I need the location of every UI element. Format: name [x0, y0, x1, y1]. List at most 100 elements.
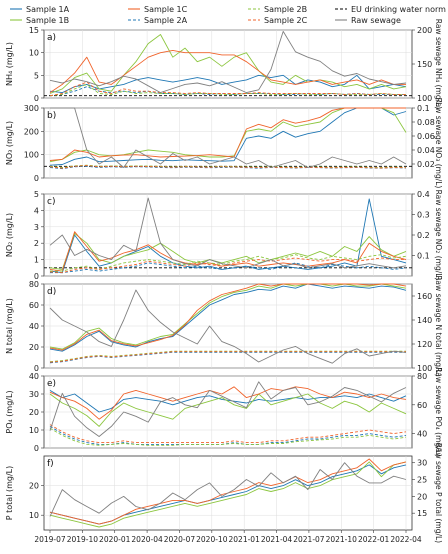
y-right-axis-label: Raw sewage NO₂ (mg/L)	[434, 190, 443, 281]
y-right-tick-label: 20	[417, 492, 427, 501]
y-tick-label: 40	[29, 372, 39, 381]
y-tick-label: 20	[29, 408, 39, 417]
series-line-raw-sewage	[49, 381, 407, 437]
series-line-sample-2a	[50, 262, 407, 274]
series-line-raw-sewage	[49, 462, 407, 517]
y-tick-label: 15	[29, 26, 39, 35]
y-right-tick-label: 0.4	[417, 190, 430, 199]
series-line-sample-1b	[49, 232, 407, 270]
y-tick-label: 1	[34, 256, 39, 265]
legend-label: Sample 2C	[264, 16, 308, 25]
panel-label: d)	[47, 287, 56, 297]
series-line-sample-2a	[49, 351, 406, 364]
y-axis-label: PO₄ (mg/L)	[5, 390, 14, 433]
y-right-tick-label: 160	[417, 292, 432, 301]
y-tick-label: 0	[34, 364, 39, 373]
y-right-axis-label: Raw sewage P total (mg/L)	[434, 443, 443, 543]
series-line-sample-1c	[49, 386, 407, 420]
y-right-tick-label: 15	[417, 509, 427, 518]
y-right-axis-label: Raw sewage N total (mg/L)	[434, 275, 443, 376]
x-tick-label: 2020-01	[99, 535, 131, 544]
y-right-tick-label: 100	[417, 94, 432, 103]
series-line-sample-2c	[49, 81, 406, 97]
y-right-tick-label: 60	[417, 401, 427, 410]
series-line-raw-sewage	[49, 30, 407, 94]
y-right-tick-label: 80	[417, 372, 427, 381]
series-line-sample-1a	[49, 74, 407, 94]
y-tick-label: 3	[34, 223, 39, 232]
x-tick-label: 2022-04	[390, 535, 422, 544]
x-tick-label: 2021-10	[326, 535, 358, 544]
series-line-sample-1b	[49, 107, 407, 163]
y-axis-label: NO₃ (mg/L)	[5, 121, 14, 165]
series-line-sample-1c	[49, 49, 406, 93]
y-tick-label: 0	[34, 174, 39, 183]
legend-label: Sample 1C	[144, 5, 188, 14]
y-tick-label: 100	[24, 151, 39, 160]
y-right-tick-label: 0.08	[417, 118, 435, 127]
series-line-raw-sewage	[50, 107, 407, 168]
y-tick-label: 0	[34, 94, 39, 103]
y-axis-label: NH₄ (mg/L)	[5, 42, 14, 86]
series-line-sample-1c	[49, 107, 406, 161]
y-axis-label: P total (mg/L)	[5, 466, 14, 520]
y-tick-label: 10	[29, 49, 39, 58]
series-line-sample-1a	[49, 198, 407, 274]
y-right-tick-label: 120	[417, 340, 432, 349]
series-line-sample-1a	[49, 283, 407, 352]
y-tick-label: 0	[34, 272, 39, 281]
series-line-sample-1b	[49, 393, 407, 427]
x-tick-label: 2019-10	[67, 535, 99, 544]
x-tick-label: 2021-01	[229, 535, 261, 544]
panel-label: e)	[47, 379, 56, 389]
y-tick-label: 20	[29, 482, 39, 491]
x-tick-label: 2019-07	[34, 535, 66, 544]
y-tick-label: 30	[29, 390, 39, 399]
panel-frame	[43, 29, 413, 99]
series-line-raw-sewage	[49, 197, 407, 269]
y-tick-label: 80	[29, 280, 39, 289]
panel-label: a)	[47, 33, 56, 43]
y-right-tick-label: 0.06	[417, 132, 435, 141]
y-tick-label: 5	[34, 71, 39, 80]
series-line-sample-1c	[49, 458, 407, 525]
y-tick-label: 10	[29, 426, 39, 435]
x-tick-label: 2021-04	[261, 535, 293, 544]
y-tick-label: 60	[29, 301, 39, 310]
series-line-sample-1b	[49, 283, 407, 350]
y-right-tick-label: 150	[417, 60, 432, 69]
y-right-tick-label: 30	[417, 459, 427, 468]
series-line-sample-2b	[49, 164, 407, 168]
series-line-sample-1b	[49, 34, 407, 94]
x-tick-label: 2020-04	[131, 535, 163, 544]
series-line-sample-2b	[49, 350, 406, 363]
panel-label: f)	[47, 459, 54, 469]
series-line-sample-2b	[49, 83, 406, 97]
y-tick-label: 2	[34, 239, 39, 248]
y-right-tick-label: 0.02	[417, 160, 435, 169]
panel-label: c)	[47, 197, 55, 207]
y-right-tick-label: 140	[417, 316, 432, 325]
x-tick-label: 2021-07	[293, 535, 325, 544]
y-right-tick-label: 200	[417, 26, 432, 35]
panel-frame	[43, 193, 413, 277]
legend-label: Sample 1A	[26, 5, 70, 14]
x-tick-label: 2022-01	[358, 535, 390, 544]
y-tick-label: 10	[29, 511, 39, 520]
legend-label: EU drinking water norm	[351, 5, 446, 14]
y-right-tick-label: 0.1	[417, 252, 430, 261]
y-right-tick-label: 100	[417, 364, 432, 373]
y-right-axis-label: Raw sewage PO₄ (mg/L)	[434, 367, 443, 457]
legend-label: Sample 2A	[144, 16, 188, 25]
series-line-sample-1a	[49, 390, 407, 413]
x-tick-label: 2020-07	[164, 535, 196, 544]
series-line-sample-2b	[50, 254, 407, 272]
series-line-sample-1b	[49, 461, 407, 528]
y-right-tick-label: 0.3	[417, 211, 430, 220]
y-tick-label: 300	[24, 104, 39, 113]
series-line-sample-1a	[49, 107, 407, 166]
y-axis-label: NO₂ (mg/L)	[5, 213, 14, 257]
y-tick-label: 40	[29, 322, 39, 331]
